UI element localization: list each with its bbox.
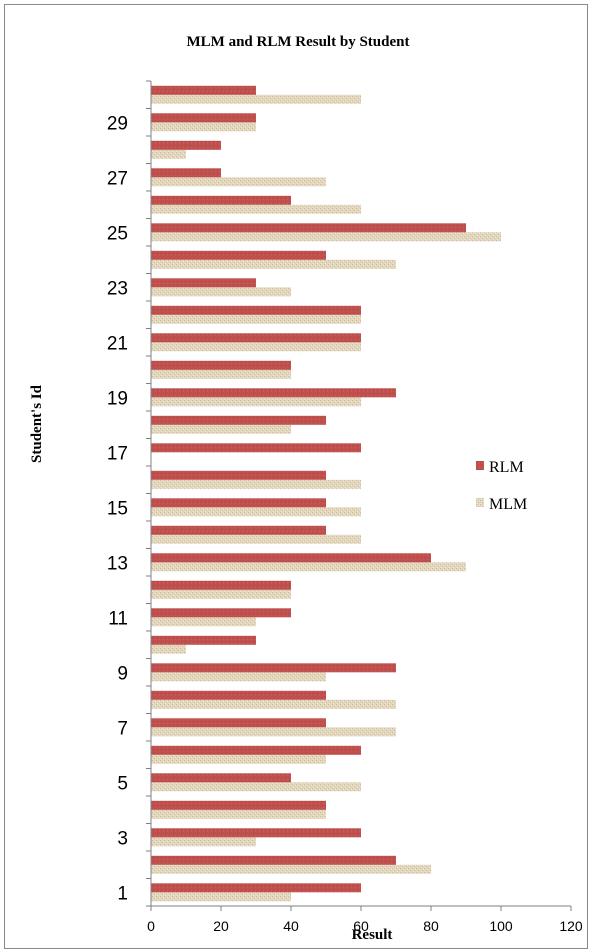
bar-mlm-student-24 — [151, 259, 396, 269]
y-tick-label-5: 5 — [117, 773, 128, 794]
bar-rlm-student-26 — [151, 195, 291, 205]
bar-mlm-student-16 — [151, 479, 361, 489]
legend-label-rlm: RLM — [489, 459, 524, 476]
bar-rlm-student-7 — [151, 718, 326, 728]
bar-mlm-student-19 — [151, 397, 361, 407]
bar-mlm-student-15 — [151, 507, 361, 517]
bar-rlm-student-11 — [151, 608, 291, 618]
y-tick-label-13: 13 — [107, 553, 128, 574]
bar-mlm-student-25 — [151, 232, 501, 242]
bar-mlm-student-7 — [151, 727, 396, 737]
x-tick-label-80: 80 — [423, 918, 439, 934]
x-tick-label-40: 40 — [283, 918, 299, 934]
y-tick-label-9: 9 — [117, 663, 128, 684]
chart-title: MLM and RLM Result by Student — [187, 34, 410, 50]
x-tick-label-60: 60 — [353, 918, 369, 934]
x-tick-label-20: 20 — [213, 918, 229, 934]
bar-mlm-student-1 — [151, 892, 291, 902]
y-tick-label-21: 21 — [107, 333, 128, 354]
bar-rlm-student-23 — [151, 278, 256, 288]
bar-mlm-student-21 — [151, 342, 361, 352]
bar-rlm-student-10 — [151, 635, 256, 645]
y-axis-label: Student's Id — [29, 384, 45, 463]
bar-mlm-student-18 — [151, 424, 291, 434]
bar-mlm-student-5 — [151, 782, 361, 792]
bar-rlm-student-6 — [151, 745, 361, 755]
bar-mlm-student-10 — [151, 644, 186, 654]
bar-mlm-student-3 — [151, 837, 256, 847]
bar-mlm-student-27 — [151, 177, 326, 187]
y-tick-label-1: 1 — [117, 883, 128, 904]
bar-mlm-student-6 — [151, 754, 326, 764]
bar-mlm-student-30 — [151, 94, 361, 104]
y-tick-label-27: 27 — [107, 168, 128, 189]
x-axis-label: Result — [352, 927, 393, 943]
bar-rlm-student-12 — [151, 580, 291, 590]
y-tick-label-25: 25 — [107, 223, 128, 244]
bar-rlm-student-14 — [151, 525, 326, 535]
legend-label-mlm: MLM — [489, 496, 527, 513]
bar-rlm-student-21 — [151, 333, 361, 343]
bar-rlm-student-17 — [151, 443, 361, 453]
bar-rlm-student-19 — [151, 388, 396, 398]
bar-rlm-student-27 — [151, 168, 221, 178]
y-tick-label-29: 29 — [107, 113, 128, 134]
bar-rlm-student-24 — [151, 250, 326, 260]
bar-mlm-student-8 — [151, 699, 396, 709]
legend-swatch-mlm — [476, 498, 484, 507]
y-tick-label-3: 3 — [117, 828, 128, 849]
bar-rlm-student-4 — [151, 800, 326, 810]
bar-mlm-student-11 — [151, 617, 256, 627]
legend: RLM MLM — [476, 459, 527, 513]
bar-rlm-student-5 — [151, 773, 291, 783]
bar-rlm-student-9 — [151, 663, 396, 673]
y-tick-label-11: 11 — [108, 608, 128, 629]
x-tick-label-0: 0 — [147, 918, 155, 934]
bar-mlm-student-23 — [151, 287, 291, 297]
bar-mlm-student-4 — [151, 809, 326, 819]
bar-rlm-student-20 — [151, 360, 291, 370]
bar-rlm-student-30 — [151, 85, 256, 95]
x-tick-label-120: 120 — [559, 918, 583, 934]
bar-rlm-student-28 — [151, 140, 221, 150]
legend-swatch-rlm — [476, 461, 484, 470]
bar-rlm-student-25 — [151, 223, 466, 233]
bar-mlm-student-20 — [151, 369, 291, 379]
bar-mlm-student-29 — [151, 122, 256, 132]
y-tick-label-7: 7 — [117, 718, 128, 739]
bar-rlm-student-22 — [151, 305, 361, 315]
x-tick-label-100: 100 — [489, 918, 513, 934]
bar-rlm-student-3 — [151, 828, 361, 838]
bar-rlm-student-18 — [151, 415, 326, 425]
y-tick-label-17: 17 — [107, 443, 128, 464]
y-tick-label-15: 15 — [107, 498, 128, 519]
bar-rlm-student-15 — [151, 498, 326, 508]
bar-rlm-student-8 — [151, 690, 326, 700]
bar-rlm-student-13 — [151, 553, 431, 563]
bar-mlm-student-26 — [151, 204, 361, 214]
bar-mlm-student-9 — [151, 672, 326, 682]
bar-mlm-student-12 — [151, 589, 291, 599]
bar-rlm-student-2 — [151, 855, 396, 865]
y-tick-label-23: 23 — [107, 278, 128, 299]
bars-group — [151, 85, 501, 902]
bar-mlm-student-2 — [151, 864, 431, 874]
bar-rlm-student-29 — [151, 113, 256, 123]
bar-rlm-student-16 — [151, 470, 326, 480]
bar-mlm-student-22 — [151, 314, 361, 324]
bar-mlm-student-14 — [151, 534, 361, 544]
y-tick-label-19: 19 — [107, 388, 128, 409]
bar-mlm-student-28 — [151, 149, 186, 159]
bar-rlm-student-1 — [151, 883, 361, 893]
bar-mlm-student-13 — [151, 562, 466, 572]
